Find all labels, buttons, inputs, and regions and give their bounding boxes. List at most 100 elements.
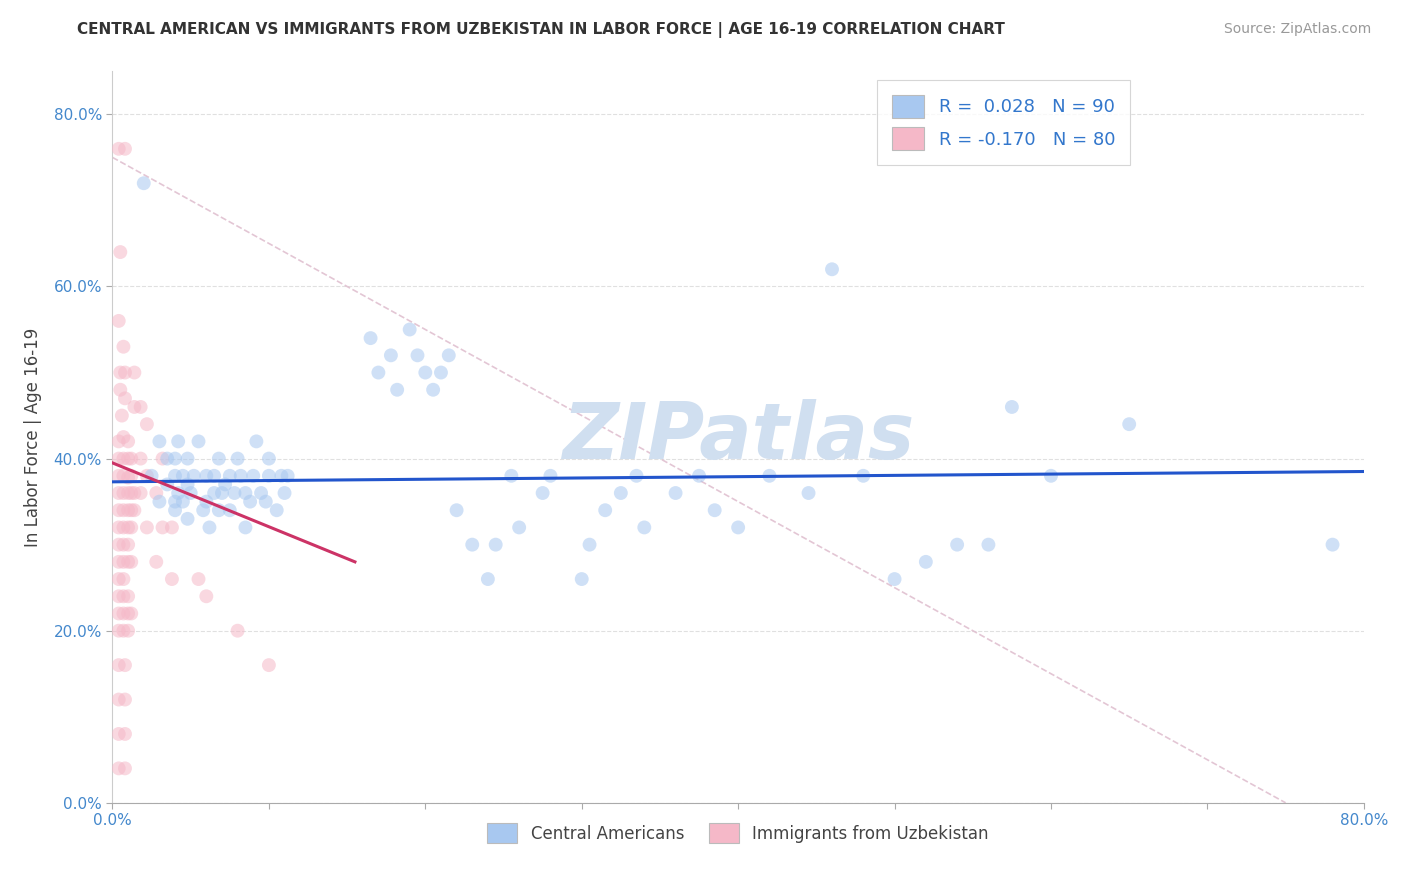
Point — [257, 451, 280, 466]
Point — [202, 468, 225, 483]
Point — [250, 486, 273, 500]
Point — [664, 486, 686, 500]
Point — [114, 692, 136, 706]
Point — [135, 520, 157, 534]
Point — [235, 486, 257, 500]
Point — [117, 503, 139, 517]
Point — [117, 486, 139, 500]
Point — [852, 468, 875, 483]
Point — [477, 572, 499, 586]
Point — [114, 658, 136, 673]
Point — [883, 572, 905, 586]
Point — [107, 486, 129, 500]
Point — [176, 477, 198, 491]
Point — [202, 486, 225, 500]
Point — [172, 494, 194, 508]
Point — [124, 486, 146, 500]
Point — [163, 494, 186, 508]
Point — [167, 486, 190, 500]
Point — [758, 468, 780, 483]
Point — [120, 555, 142, 569]
Legend: Central Americans, Immigrants from Uzbekistan: Central Americans, Immigrants from Uzbek… — [481, 817, 995, 849]
Point — [446, 503, 468, 517]
Point — [578, 538, 600, 552]
Point — [112, 555, 135, 569]
Point — [120, 607, 142, 621]
Point — [114, 366, 136, 380]
Point — [593, 503, 616, 517]
Point — [180, 486, 202, 500]
Point — [120, 503, 142, 517]
Point — [229, 468, 252, 483]
Point — [107, 607, 129, 621]
Point — [117, 589, 139, 603]
Point — [415, 366, 437, 380]
Point — [114, 761, 136, 775]
Y-axis label: In Labor Force | Age 16-19: In Labor Force | Age 16-19 — [24, 327, 42, 547]
Point — [211, 486, 233, 500]
Point — [117, 624, 139, 638]
Point — [239, 494, 262, 508]
Point — [112, 340, 135, 354]
Point — [163, 468, 186, 483]
Point — [114, 142, 136, 156]
Point — [117, 470, 139, 484]
Point — [195, 589, 218, 603]
Point — [195, 468, 218, 483]
Point — [218, 468, 240, 483]
Point — [107, 520, 129, 534]
Point — [107, 468, 129, 483]
Point — [172, 468, 194, 483]
Point — [112, 572, 135, 586]
Point — [214, 477, 236, 491]
Point — [107, 538, 129, 552]
Point — [132, 176, 155, 190]
Point — [156, 451, 179, 466]
Point — [117, 538, 139, 552]
Point — [117, 451, 139, 466]
Point — [1039, 468, 1063, 483]
Point — [112, 430, 135, 444]
Point — [176, 451, 198, 466]
Point — [703, 503, 725, 517]
Point — [112, 468, 135, 483]
Point — [273, 486, 295, 500]
Point — [367, 366, 389, 380]
Point — [114, 727, 136, 741]
Point — [187, 434, 209, 449]
Point — [270, 468, 292, 483]
Point — [167, 434, 190, 449]
Point — [160, 572, 183, 586]
Point — [124, 400, 146, 414]
Point — [107, 624, 129, 638]
Point — [915, 555, 938, 569]
Point — [163, 503, 186, 517]
Point — [148, 434, 170, 449]
Point — [727, 520, 749, 534]
Point — [193, 503, 215, 517]
Point — [112, 538, 135, 552]
Point — [183, 468, 205, 483]
Point — [107, 142, 129, 156]
Point — [114, 392, 136, 406]
Point — [145, 555, 167, 569]
Point — [107, 692, 129, 706]
Point — [380, 348, 402, 362]
Point — [112, 520, 135, 534]
Point — [208, 503, 231, 517]
Point — [135, 417, 157, 432]
Point — [117, 434, 139, 449]
Point — [633, 520, 655, 534]
Text: ZIPatlas: ZIPatlas — [562, 399, 914, 475]
Point — [111, 409, 134, 423]
Point — [1322, 538, 1344, 552]
Point — [226, 451, 249, 466]
Point — [120, 451, 142, 466]
Point — [277, 468, 299, 483]
Point — [242, 468, 264, 483]
Point — [257, 658, 280, 673]
Point — [129, 400, 152, 414]
Point — [117, 607, 139, 621]
Point — [156, 477, 179, 491]
Point — [112, 503, 135, 517]
